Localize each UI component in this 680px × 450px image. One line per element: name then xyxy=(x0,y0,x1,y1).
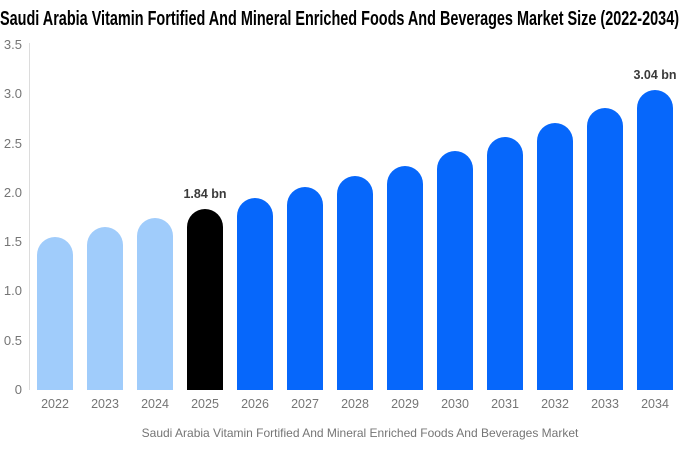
bar-2032 xyxy=(537,122,573,390)
bar-2023 xyxy=(87,227,123,390)
bar-2034 xyxy=(637,90,673,390)
data-label-2025: 1.84 bn xyxy=(183,186,227,201)
bar-2033 xyxy=(587,108,623,390)
bar-2028 xyxy=(337,176,373,390)
bar-2025 xyxy=(187,208,223,390)
x-tick-2024: 2024 xyxy=(141,397,169,411)
y-tick-3.5: 3.5 xyxy=(3,36,22,52)
y-tick-1.0: 1.0 xyxy=(3,283,22,299)
bar-2022 xyxy=(37,237,73,390)
x-tick-2023: 2023 xyxy=(91,397,119,411)
y-tick-0: 0 xyxy=(14,382,22,397)
legend-swatch xyxy=(102,427,132,439)
bar-2027 xyxy=(287,186,323,390)
y-tick-2.0: 2.0 xyxy=(3,184,22,200)
bar-2029 xyxy=(387,166,423,390)
bar-2026 xyxy=(237,197,273,390)
y-tick-0.5: 0.5 xyxy=(3,332,22,348)
y-tick-1.5: 1.5 xyxy=(3,234,22,250)
x-tick-2031: 2031 xyxy=(491,397,519,411)
x-tick-2030: 2030 xyxy=(441,397,469,411)
y-axis-line xyxy=(29,43,30,390)
x-tick-2022: 2022 xyxy=(41,397,69,411)
x-tick-2026: 2026 xyxy=(241,397,269,411)
legend-label: Saudi Arabia Vitamin Fortified And Miner… xyxy=(141,426,579,440)
data-label-2034: 3.04 bn xyxy=(633,68,677,83)
x-tick-2032: 2032 xyxy=(541,397,569,411)
bar-2030 xyxy=(437,151,473,390)
bar-2024 xyxy=(137,218,173,390)
legend: Saudi Arabia Vitamin Fortified And Miner… xyxy=(0,424,680,442)
x-tick-2027: 2027 xyxy=(291,397,319,411)
x-tick-2033: 2033 xyxy=(591,397,619,411)
x-tick-2028: 2028 xyxy=(341,397,369,411)
x-tick-2025: 2025 xyxy=(191,397,219,411)
x-tick-2034: 2034 xyxy=(641,397,669,411)
bar-2031 xyxy=(487,136,523,390)
y-tick-3.0: 3.0 xyxy=(3,86,22,102)
plot-area: 1.84 bn 3.04 bn xyxy=(30,43,678,390)
x-tick-2029: 2029 xyxy=(391,397,419,411)
y-tick-2.5: 2.5 xyxy=(3,135,22,151)
chart-title: Saudi Arabia Vitamin Fortified And Miner… xyxy=(0,8,680,30)
